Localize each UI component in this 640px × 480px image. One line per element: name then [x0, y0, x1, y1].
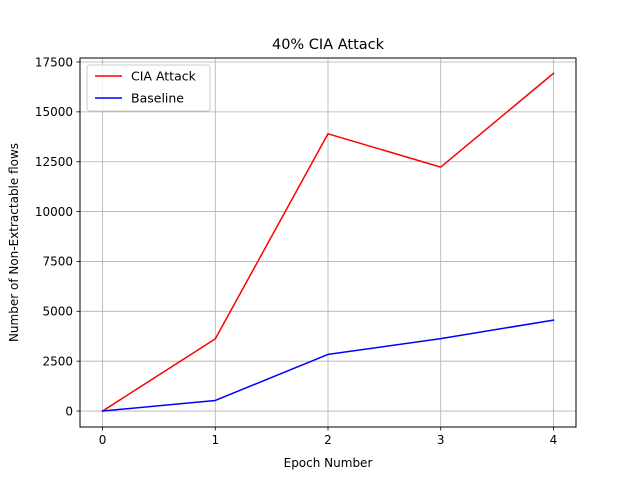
legend-label: Baseline: [131, 91, 184, 106]
x-tick-label: 1: [211, 433, 219, 447]
x-axis-title: Epoch Number: [284, 456, 373, 470]
y-tick-label: 17500: [35, 55, 73, 69]
y-tick-label: 12500: [35, 155, 73, 169]
series-line-cia-attack: [101, 72, 555, 413]
y-tick-label: 10000: [35, 205, 73, 219]
x-tick-label: 4: [550, 433, 558, 447]
y-tick-label: 5000: [42, 305, 73, 319]
series-line-baseline: [101, 319, 555, 412]
legend: CIA Attack Baseline: [86, 64, 211, 112]
y-tick-label: 0: [65, 404, 73, 418]
tick-layer: 0 1 2 3 4 0 2500 5000 7500 10000 12500 15000 17500: [35, 55, 557, 447]
legend-label: CIA Attack: [131, 69, 197, 84]
chart-title: 40% CIA Attack: [272, 37, 385, 53]
y-tick-label: 15000: [35, 105, 73, 119]
x-tick-label: 2: [324, 433, 332, 447]
y-tick-label: 7500: [42, 255, 73, 269]
y-tick-label: 2500: [42, 354, 73, 368]
series-layer: [101, 72, 555, 413]
grid-layer: [80, 58, 576, 427]
x-tick-label: 3: [437, 433, 445, 447]
y-axis-title: Number of Non-Extractable flows: [7, 143, 21, 342]
x-tick-label: 0: [99, 433, 107, 447]
